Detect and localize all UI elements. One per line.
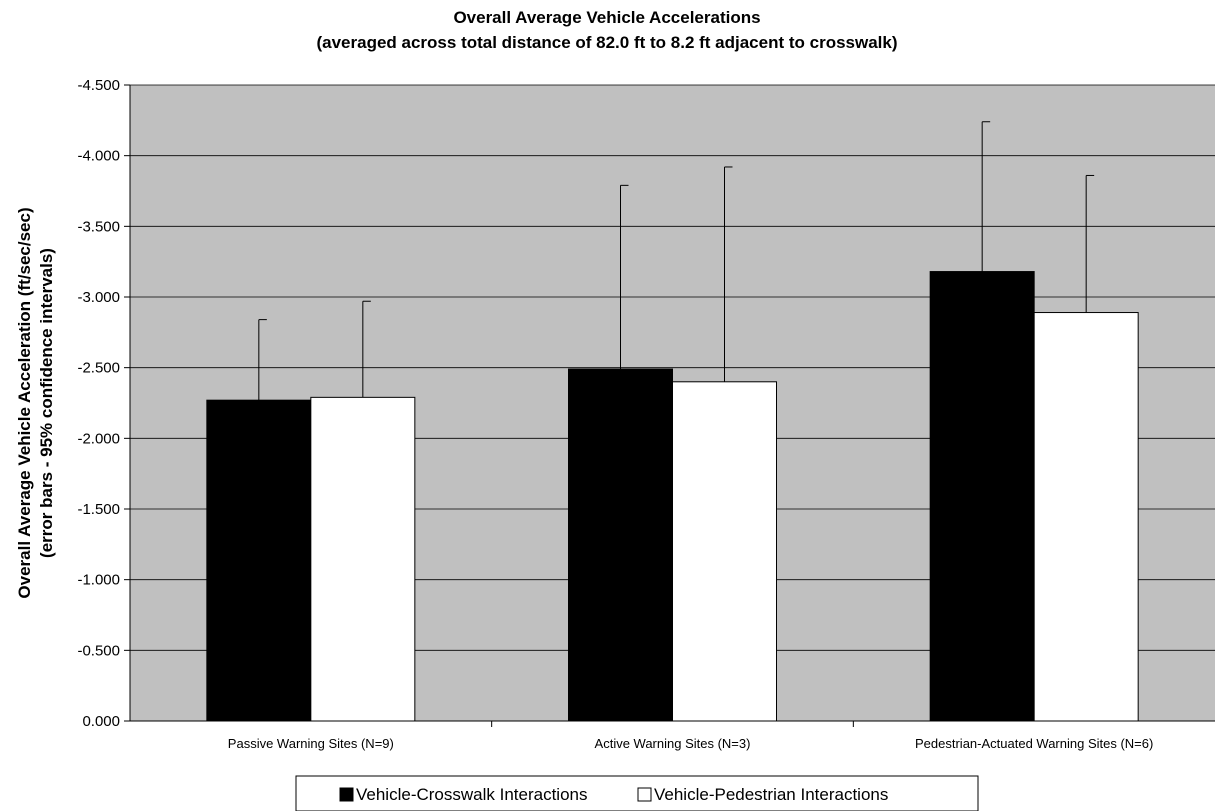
bar xyxy=(1033,312,1139,722)
chart-title: Overall Average Vehicle Accelerations xyxy=(453,8,760,27)
error-bars xyxy=(258,121,1095,401)
y-tick-label: -4.000 xyxy=(77,148,120,165)
x-tick-label: Active Warning Sites (N=3) xyxy=(595,736,751,751)
y-axis-label: Overall Average Vehicle Acceleration (ft… xyxy=(15,207,56,598)
y-tick-label: -2.500 xyxy=(77,360,120,377)
legend-label-vehicle-crosswalk: Vehicle-Crosswalk Interactions xyxy=(356,785,587,804)
bar xyxy=(672,381,777,722)
y-tick-label: -3.000 xyxy=(77,289,120,306)
y-tick-label: -4.500 xyxy=(77,77,120,94)
x-tick-label: Pedestrian-Actuated Warning Sites (N=6) xyxy=(915,736,1153,751)
bar xyxy=(929,271,1035,722)
legend-swatch-vehicle-crosswalk xyxy=(339,787,354,802)
y-axis-label-line2: (error bars - 95% confidence intervals) xyxy=(37,248,56,558)
chart-subtitle: (averaged across total distance of 82.0 … xyxy=(316,33,897,52)
bars xyxy=(206,271,1139,722)
bar xyxy=(206,399,312,722)
y-tick-label: -1.000 xyxy=(77,572,120,589)
y-tick-label: -0.500 xyxy=(77,642,120,659)
y-tick-label: -1.500 xyxy=(77,501,120,518)
y-tick-label: 0.000 xyxy=(82,713,120,730)
bar xyxy=(568,368,673,722)
y-tick-label: -2.000 xyxy=(77,430,120,447)
y-axis-label-line1: Overall Average Vehicle Acceleration (ft… xyxy=(15,207,34,598)
legend: Vehicle-Crosswalk Interactions Vehicle-P… xyxy=(295,775,979,811)
y-ticks: 0.000 -0.500 -1.000 -1.500 -2.000 -2.500 -3.00… xyxy=(77,77,130,730)
x-tick-label: Passive Warning Sites (N=9) xyxy=(228,736,394,751)
bar xyxy=(310,396,416,722)
legend-swatch-vehicle-pedestrian xyxy=(637,787,652,802)
x-ticks: Passive Warning Sites (N=9) Active Warnin… xyxy=(228,721,1153,751)
legend-label-vehicle-pedestrian: Vehicle-Pedestrian Interactions xyxy=(654,785,888,804)
legend-box xyxy=(295,775,979,811)
y-tick-label: -3.500 xyxy=(77,218,120,235)
